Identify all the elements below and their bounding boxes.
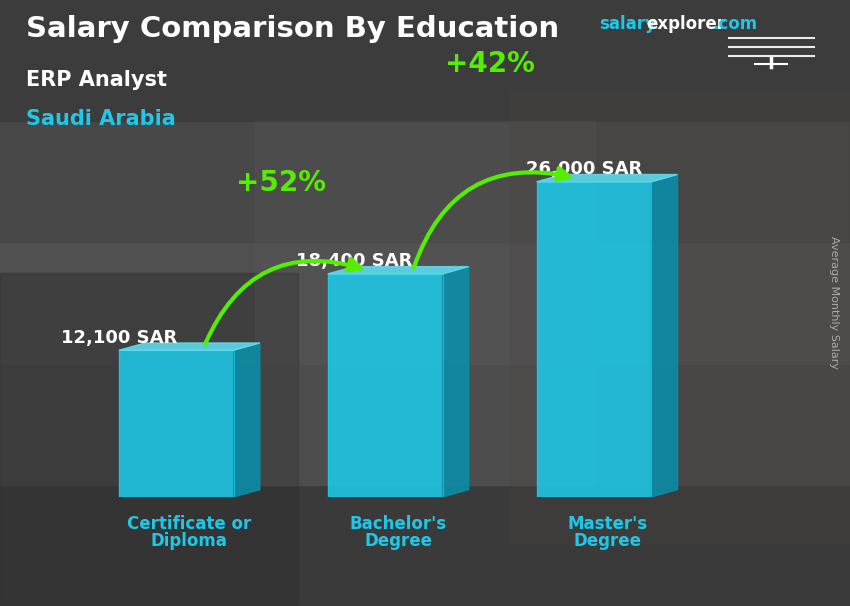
Text: explorer: explorer — [646, 15, 725, 33]
Polygon shape — [234, 343, 260, 497]
Text: +52%: +52% — [235, 169, 326, 198]
Text: Master's: Master's — [567, 515, 647, 533]
Polygon shape — [328, 267, 468, 274]
Polygon shape — [536, 175, 677, 182]
Text: salary: salary — [599, 15, 656, 33]
Text: Bachelor's: Bachelor's — [349, 515, 447, 533]
Polygon shape — [328, 274, 443, 497]
Polygon shape — [651, 175, 677, 497]
Text: 18,400 SAR: 18,400 SAR — [297, 252, 413, 270]
Bar — [0, 242, 850, 364]
Bar — [255, 121, 595, 485]
Text: Salary Comparison By Education: Salary Comparison By Education — [26, 15, 558, 43]
Polygon shape — [536, 182, 651, 497]
Text: 26,000 SAR: 26,000 SAR — [526, 160, 643, 178]
Text: Average Monthly Salary: Average Monthly Salary — [829, 236, 839, 370]
Bar — [0, 273, 298, 606]
Bar — [0, 121, 850, 242]
Text: 12,100 SAR: 12,100 SAR — [61, 328, 178, 347]
Polygon shape — [443, 267, 468, 497]
Text: Degree: Degree — [573, 532, 641, 550]
Bar — [0, 0, 850, 121]
Text: ERP Analyst: ERP Analyst — [26, 70, 167, 90]
Text: +42%: +42% — [445, 50, 535, 78]
Polygon shape — [119, 343, 260, 350]
Text: .com: .com — [712, 15, 757, 33]
Text: Certificate or: Certificate or — [128, 515, 252, 533]
Text: Saudi Arabia: Saudi Arabia — [26, 109, 175, 129]
Text: Diploma: Diploma — [151, 532, 228, 550]
Bar — [510, 91, 850, 545]
Polygon shape — [119, 350, 234, 497]
Bar — [0, 364, 850, 485]
Bar — [0, 485, 850, 606]
Text: Degree: Degree — [364, 532, 432, 550]
